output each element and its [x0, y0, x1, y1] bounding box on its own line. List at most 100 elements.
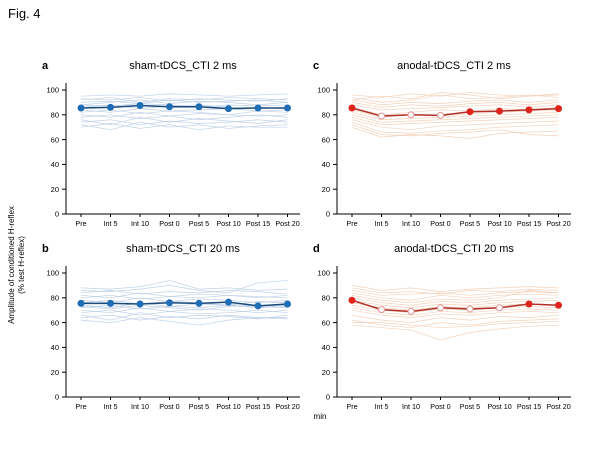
- x-tick-label: Post 0: [430, 402, 450, 411]
- x-tick-label: Post 0: [159, 402, 179, 411]
- mean-marker-open: [436, 304, 445, 312]
- panel-title-c: anodal-tDCS_CTI 2 ms: [397, 60, 511, 72]
- x-tick-label: Post 5: [189, 402, 209, 411]
- x-tick-label: Post 15: [246, 219, 270, 228]
- x-tick-label: Post 5: [189, 219, 209, 228]
- x-tick-label: Post 15: [246, 402, 270, 411]
- individual-traces: [351, 285, 559, 341]
- chart-b: 0 20 40 60 80 100 Pre Int 5 Int 10 Post 0 Post 5 Po…: [46, 266, 300, 411]
- x-tick-label: Int 10: [402, 402, 420, 411]
- y-tick-label: 100: [46, 86, 59, 95]
- mean-series: [348, 296, 562, 315]
- y-axis-label-line2: (% test H-reflex): [17, 236, 26, 294]
- mean-marker-filled: [166, 103, 173, 111]
- axis: 0 20 40 60 80 100 Pre Int 5 Int 10 Post 0 Post 5 Po…: [46, 266, 300, 411]
- x-tick-label: Pre: [346, 219, 357, 228]
- panel-letter-a: a: [42, 60, 49, 72]
- mean-marker-filled: [348, 296, 356, 304]
- y-tick-label: 40: [51, 343, 59, 352]
- y-tick-label: 0: [326, 393, 330, 402]
- x-tick-label: Int 10: [402, 219, 420, 228]
- mean-marker-filled: [348, 104, 356, 112]
- y-tick-label: 100: [317, 269, 330, 278]
- mean-series: [77, 102, 291, 113]
- y-tick-label: 100: [317, 86, 330, 95]
- x-tick-label: Post 15: [517, 219, 541, 228]
- x-tick-label: Post 20: [546, 219, 570, 228]
- mean-marker-filled: [466, 108, 474, 116]
- x-tick-label: Post 15: [517, 402, 541, 411]
- mean-marker-open: [436, 111, 445, 119]
- figure-label: Fig. 4: [8, 6, 41, 21]
- mean-marker-filled: [77, 104, 85, 112]
- x-tick-label: Int 5: [104, 219, 118, 228]
- axis: 0 20 40 60 80 100 Pre Int 5 Int 10 Post 0 Post 5 Po…: [317, 266, 571, 411]
- x-tick-label: Post 10: [487, 402, 511, 411]
- mean-series: [348, 104, 562, 120]
- chart-a: 0 20 40 60 80 100 Pre Int 5 Int 10 Post 0 Post 5 Po…: [46, 83, 300, 228]
- y-tick-label: 20: [51, 185, 59, 194]
- y-tick-label: 60: [51, 135, 59, 144]
- x-tick-label: Int 5: [104, 402, 118, 411]
- y-tick-label: 80: [51, 294, 59, 303]
- y-tick-label: 80: [322, 111, 330, 120]
- panel-letter-d: d: [313, 243, 320, 255]
- x-tick-label: Int 10: [131, 402, 149, 411]
- y-tick-label: 100: [46, 269, 59, 278]
- x-tick-label: Post 20: [275, 219, 299, 228]
- mean-marker-open: [377, 306, 386, 314]
- mean-marker-filled: [254, 302, 262, 310]
- x-tick-label: Post 0: [430, 219, 450, 228]
- mean-marker-filled: [525, 106, 533, 114]
- y-axis-label: Amplitude of conditioned H-reflex (% tes…: [7, 125, 29, 405]
- x-tick-label: Post 5: [460, 402, 480, 411]
- y-tick-label: 40: [322, 160, 330, 169]
- y-tick-label: 20: [51, 368, 59, 377]
- axis: 0 20 40 60 80 100 Pre Int 5 Int 10 Post 0 Post 5 Po…: [317, 83, 571, 228]
- x-tick-label: Int 5: [375, 219, 389, 228]
- y-tick-label: 60: [322, 135, 330, 144]
- y-axis-label-line1: Amplitude of conditioned H-reflex: [7, 206, 16, 324]
- y-tick-label: 40: [322, 343, 330, 352]
- panel-letter-b: b: [42, 243, 49, 255]
- panel-title-b: sham-tDCS_CTI 20 ms: [126, 243, 240, 255]
- mean-marker-filled: [225, 105, 232, 113]
- axis: 0 20 40 60 80 100 Pre Int 5 Int 10 Post 0 Post 5 Po…: [46, 83, 300, 228]
- mean-marker-open: [495, 304, 504, 312]
- mean-marker-filled: [254, 104, 262, 112]
- mean-marker-filled: [225, 298, 232, 306]
- x-tick-label: Post 10: [216, 402, 240, 411]
- x-tick-label: Post 20: [275, 402, 299, 411]
- mean-marker-filled: [77, 299, 85, 307]
- x-tick-label: Pre: [75, 402, 86, 411]
- x-tick-label: Post 20: [546, 402, 570, 411]
- x-tick-label: Pre: [75, 219, 86, 228]
- y-tick-label: 60: [322, 318, 330, 327]
- mean-marker-filled: [136, 102, 144, 109]
- mean-marker-filled: [284, 300, 291, 308]
- y-tick-label: 20: [322, 185, 330, 194]
- panel-b: b sham-tDCS_CTI 20 ms 0 20 40 60 80 100 Pre Int…: [32, 241, 322, 417]
- x-tick-label: Post 5: [460, 219, 480, 228]
- mean-marker-filled: [136, 300, 144, 308]
- y-tick-label: 60: [51, 318, 59, 327]
- mean-marker-open: [407, 111, 415, 119]
- panel-c: c anodal-tDCS_CTI 2 ms 0 20 40 60 80 100 Pre In…: [303, 58, 593, 234]
- mean-marker-open: [407, 307, 415, 315]
- mean-marker-filled: [166, 299, 173, 307]
- y-tick-label: 0: [55, 393, 59, 402]
- y-tick-label: 80: [51, 111, 59, 120]
- x-axis-unit-label: min: [313, 412, 327, 421]
- mean-marker-open: [466, 305, 474, 313]
- panel-title-a: sham-tDCS_CTI 2 ms: [129, 60, 237, 72]
- x-tick-label: Pre: [346, 402, 357, 411]
- individual-traces: [80, 280, 288, 326]
- individual-traces: [80, 93, 288, 131]
- y-tick-label: 40: [51, 160, 59, 169]
- x-tick-label: Post 0: [159, 219, 179, 228]
- x-tick-label: Post 10: [487, 219, 511, 228]
- mean-marker-filled: [195, 299, 203, 307]
- x-tick-label: Int 10: [131, 219, 149, 228]
- panel-letter-c: c: [313, 60, 320, 72]
